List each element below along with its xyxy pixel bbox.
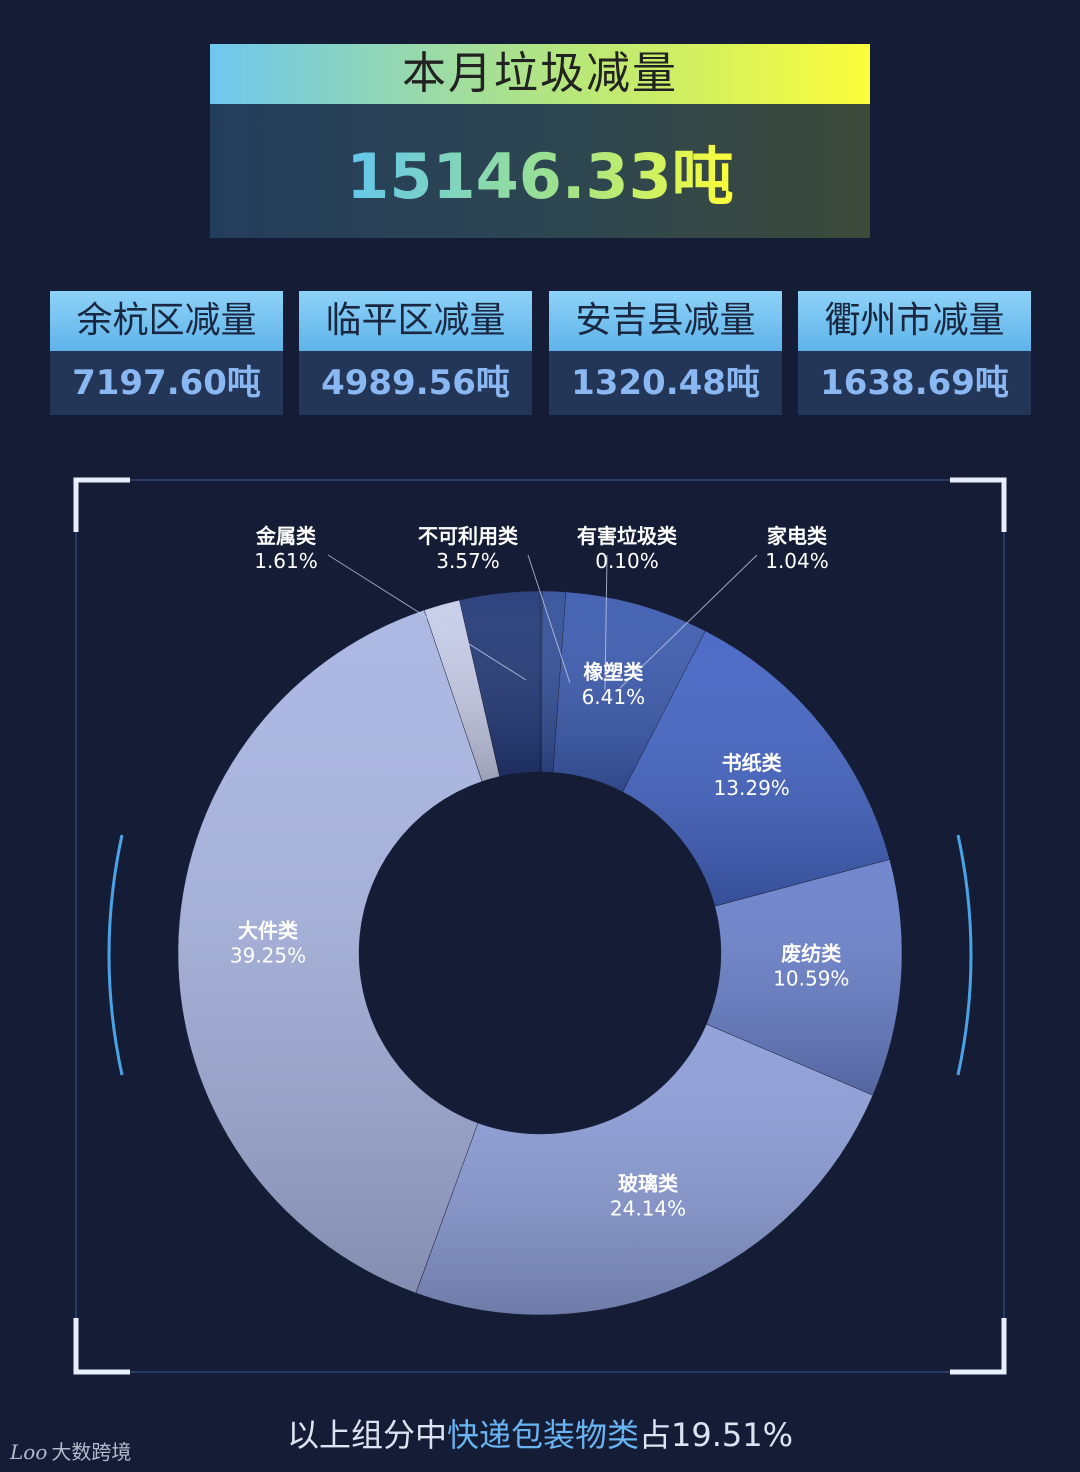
district-name: 余杭区减量	[50, 291, 283, 351]
district-cards: 余杭区减量 7197.60吨 临平区减量 4989.56吨 安吉县减量 1320…	[50, 291, 1031, 415]
slice-label-name: 有害垃圾类	[577, 524, 677, 548]
leader-line	[527, 554, 571, 684]
slice-label-value: 39.25%	[230, 944, 306, 968]
slice-shading	[424, 600, 500, 782]
total-value: 15146.33吨	[346, 126, 734, 216]
district-card-yuhang: 余杭区减量 7197.60吨	[50, 291, 283, 415]
leader-line	[619, 554, 758, 689]
total-value-box: 15146.33吨	[210, 104, 870, 238]
slice-shading	[541, 591, 566, 773]
slice-label-value: 10.59%	[773, 966, 849, 990]
slice-label-name: 金属类	[255, 524, 316, 548]
district-card-linping: 临平区减量 4989.56吨	[299, 291, 532, 415]
logo-mark: Loo	[10, 1440, 48, 1464]
slice-label-value: 0.10%	[595, 549, 659, 573]
slice-label-name: 大件类	[238, 919, 298, 943]
slice-shading	[177, 610, 483, 1294]
slice-label-value: 1.61%	[254, 549, 318, 573]
slice-label-name: 家电类	[767, 524, 827, 548]
slice-shading	[415, 1024, 873, 1316]
district-name: 衢州市减量	[798, 291, 1031, 351]
total-title: 本月垃圾减量	[210, 44, 870, 104]
district-card-anji: 安吉县减量 1320.48吨	[549, 291, 782, 415]
slice-label-name: 书纸类	[722, 751, 782, 775]
leader-line	[604, 554, 608, 691]
slice-label-value: 3.57%	[436, 549, 500, 573]
district-card-quzhou: 衢州市减量 1638.69吨	[798, 291, 1031, 415]
logo-text: 大数跨境	[51, 1440, 132, 1464]
total-reduction-panel: 本月垃圾减量 15146.33吨	[210, 44, 870, 238]
footnote-prefix: 以上组分中	[286, 1416, 447, 1454]
slice-shading	[706, 859, 902, 1096]
footnote-highlight: 快递包装物类	[446, 1416, 639, 1454]
slice-label-name: 玻璃类	[618, 1172, 678, 1196]
watermark-logo: Loo 大数跨境	[10, 1436, 131, 1465]
leader-line	[327, 554, 527, 681]
footnote-suffix: 占19.51%	[639, 1416, 794, 1454]
slice-label-name: 橡塑类	[583, 660, 643, 684]
district-value: 4989.56吨	[299, 351, 532, 415]
leader-lines	[327, 554, 758, 691]
district-value: 1638.69吨	[798, 351, 1031, 415]
footnote: 以上组分中快递包装物类占19.51%	[0, 1410, 1080, 1456]
slice-label-name: 废纺类	[781, 941, 841, 965]
district-name: 安吉县减量	[549, 291, 782, 351]
district-value: 1320.48吨	[549, 351, 782, 415]
slice-label-name: 不可利用类	[418, 524, 518, 548]
district-name: 临平区减量	[299, 291, 532, 351]
slice-label-value: 13.29%	[714, 776, 790, 800]
slice-shading	[540, 591, 543, 773]
slice-label-value: 24.14%	[610, 1197, 686, 1221]
slice-label-value: 6.41%	[582, 685, 646, 709]
district-value: 7197.60吨	[50, 351, 283, 415]
chart-frame	[73, 477, 1007, 1375]
slice-shading	[459, 591, 540, 777]
slice-shading	[622, 630, 890, 907]
slice-label-value: 1.04%	[765, 549, 829, 573]
